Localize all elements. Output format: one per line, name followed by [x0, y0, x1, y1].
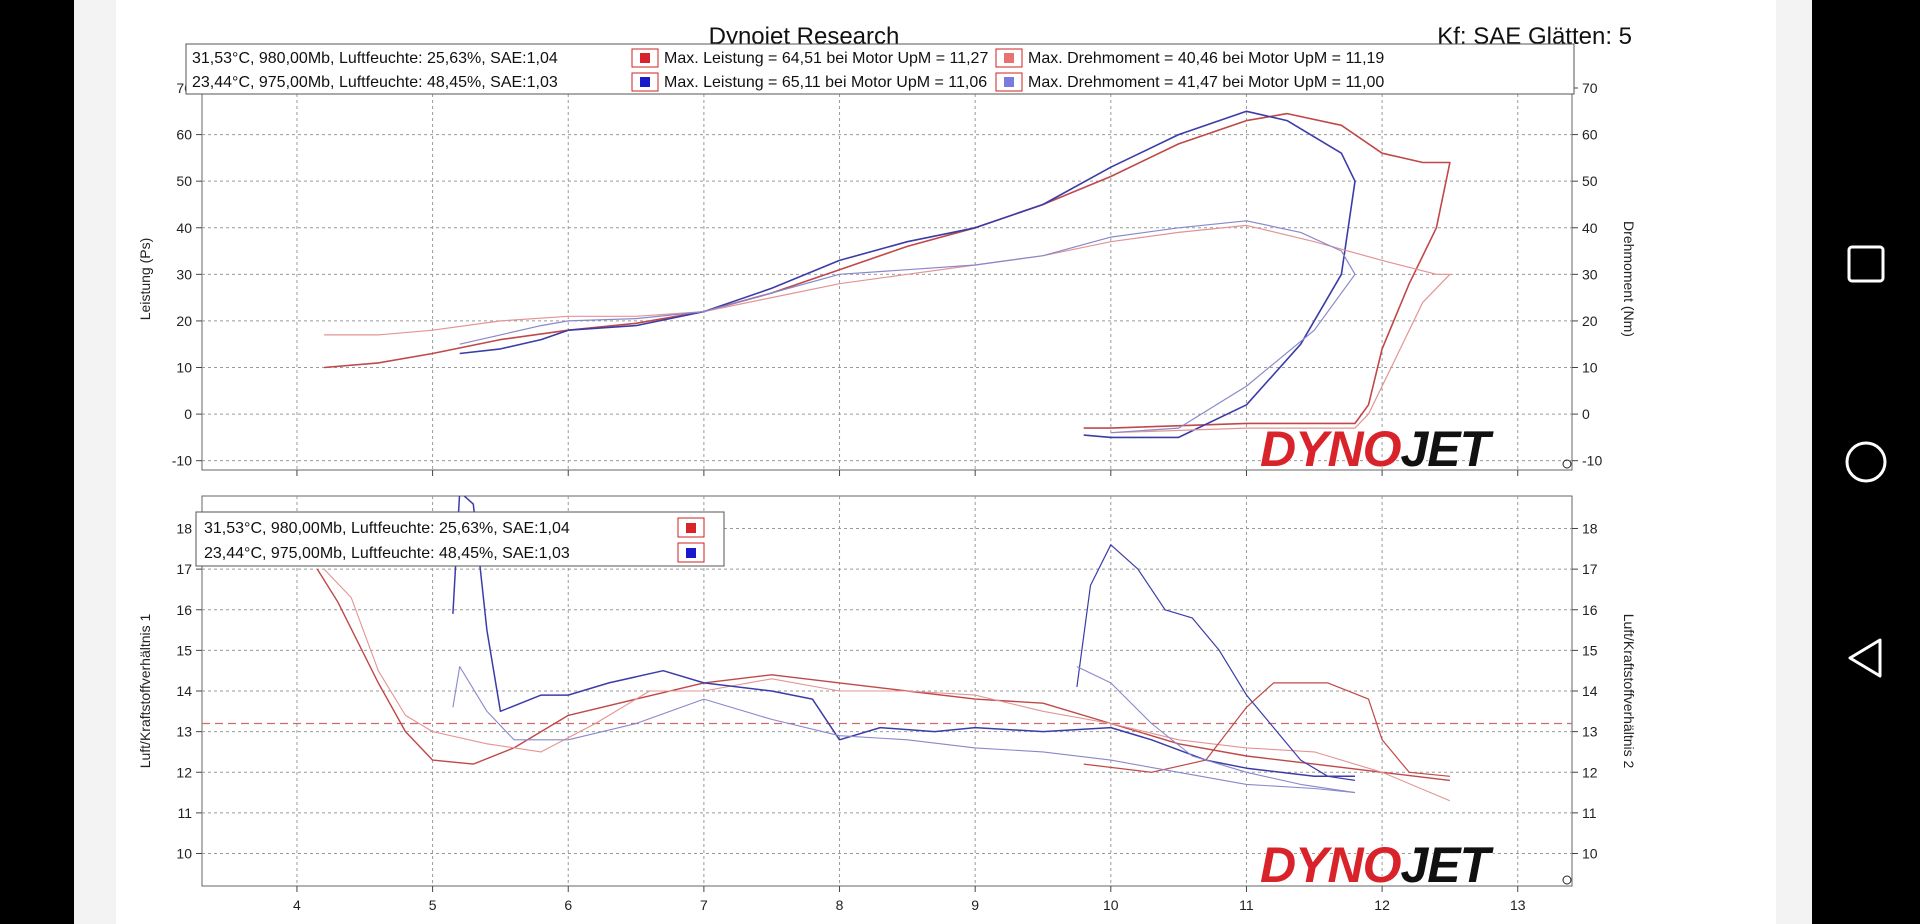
android-nav-bar [1812, 0, 1920, 924]
y-tick-label-right: 10 [1582, 360, 1598, 376]
dynojet-logo: DYNOJET [1260, 421, 1495, 477]
registered-mark [1562, 459, 1572, 469]
y-axis-label-right: Luft/Kraftstoffverhältnis 2 [1621, 614, 1637, 769]
y-tick-label-right: 10 [1582, 846, 1598, 862]
y-tick-label-left: 40 [176, 220, 192, 236]
circle-icon[interactable] [1838, 434, 1894, 490]
series-line-2-7 [1076, 666, 1356, 794]
x-tick-label: 7 [700, 897, 708, 913]
y-axis-label-left: Luft/Kraftstoffverhältnis 1 [137, 613, 153, 768]
y-tick-label-left: 11 [177, 805, 192, 821]
legend-conditions: 31,53°C, 980,00Mb, Luftfeuchte: 25,63%, … [192, 50, 558, 67]
y-tick-label-right: 11 [1582, 805, 1597, 821]
y-tick-label-left: 16 [176, 602, 192, 618]
y-axis-label-right: Drehmoment (Nm) [1621, 221, 1637, 337]
y-tick-label-right: 30 [1582, 266, 1598, 282]
plot-area-1 [201, 87, 1573, 471]
y-tick-label-left: 0 [184, 406, 192, 422]
y-tick-label-right: 17 [1582, 561, 1598, 577]
legend-torque: Max. Drehmoment = 41,47 bei Motor UpM = … [1028, 74, 1384, 91]
y-tick-label-left: 10 [176, 846, 192, 862]
x-tick-label: 8 [836, 897, 844, 913]
x-tick-label: 4 [293, 897, 301, 913]
y-tick-label-right: 0 [1582, 406, 1590, 422]
legend-torque: Max. Drehmoment = 40,46 bei Motor UpM = … [1028, 50, 1384, 67]
series-line-2-3 [1083, 682, 1450, 777]
y-tick-label-left: 30 [176, 266, 192, 282]
y-tick-label-right: -10 [1582, 453, 1602, 469]
x-tick-label: 13 [1510, 897, 1526, 913]
x-tick-label: 5 [429, 897, 437, 913]
legend-swatch-torque [1004, 77, 1014, 87]
y-tick-label-right: 14 [1582, 683, 1598, 699]
y-tick-label-left: 17 [176, 561, 192, 577]
series-line-2-2 [323, 568, 1451, 802]
x-tick-label: 12 [1374, 897, 1390, 913]
series-line-2-5 [1076, 544, 1356, 781]
dyno-chart: Dynojet Research Kf: SAE Glätten: 5-10 -10… [137, 23, 1637, 913]
registered-mark [1562, 875, 1572, 885]
y-tick-label-left: 18 [176, 521, 192, 537]
series-line-1-4 [459, 220, 1356, 434]
y-tick-label-left: 20 [176, 313, 192, 329]
legend-conditions: 31,53°C, 980,00Mb, Luftfeuchte: 25,63%, … [204, 520, 570, 537]
legend-swatch-power [640, 53, 650, 63]
y-tick-label-right: 12 [1582, 764, 1598, 780]
series-line-1-2 [459, 110, 1356, 439]
series-line-2-1 [316, 568, 1450, 782]
x-tick-label: 6 [564, 897, 572, 913]
legend-swatch [686, 548, 696, 558]
x-tick-label: 11 [1239, 897, 1254, 913]
y-tick-label-left: -10 [172, 453, 192, 469]
y-tick-label-right: 50 [1582, 173, 1598, 189]
dyno-sheet: Dynojet Research Kf: SAE Glätten: 5 -10 -10… [116, 0, 1776, 924]
square-icon[interactable] [1838, 236, 1894, 292]
y-tick-label-left: 50 [176, 173, 192, 189]
series-line-1-3 [324, 224, 1451, 434]
dynojet-logo: DYNOJET [1260, 837, 1495, 893]
y-tick-label-right: 18 [1582, 521, 1598, 537]
y-tick-label-left: 14 [176, 683, 192, 699]
series-line-2-4 [452, 496, 1355, 778]
y-tick-label-right: 20 [1582, 313, 1598, 329]
legend-box-2 [195, 511, 725, 567]
y-tick-label-right: 13 [1582, 724, 1598, 740]
series-line-2-6 [452, 666, 1356, 794]
triangle-back-icon[interactable] [1838, 630, 1894, 686]
y-axis-label-left: Leistung (Ps) [137, 238, 153, 320]
legend-swatch-power [640, 77, 650, 87]
y-tick-label-right: 16 [1582, 602, 1598, 618]
legend-conditions: 23,44°C, 975,00Mb, Luftfeuchte: 48,45%, … [204, 545, 570, 562]
y-tick-label-right: 40 [1582, 220, 1598, 236]
y-tick-label-left: 10 [176, 360, 192, 376]
left-black-strip [0, 0, 74, 924]
x-tick-label: 10 [1103, 897, 1119, 913]
y-tick-label-left: 13 [176, 724, 192, 740]
legend-power: Max. Leistung = 64,51 bei Motor UpM = 11… [664, 50, 988, 67]
legend-box-1 [185, 43, 1575, 95]
series-line-1-1 [324, 112, 1451, 429]
legend-swatch [686, 523, 696, 533]
y-tick-label-right: 60 [1582, 127, 1598, 143]
document-viewer[interactable]: Dynojet Research Kf: SAE Glätten: 5 -10 -10… [74, 0, 1812, 924]
y-tick-label-left: 60 [176, 127, 192, 143]
legend-swatch-torque [1004, 53, 1014, 63]
y-tick-label-left: 12 [176, 764, 192, 780]
y-tick-label-left: 15 [176, 642, 192, 658]
x-tick-label: 9 [971, 897, 979, 913]
y-tick-label-right: 70 [1582, 80, 1598, 96]
legend-conditions: 23,44°C, 975,00Mb, Luftfeuchte: 48,45%, … [192, 74, 558, 91]
legend-power: Max. Leistung = 65,11 bei Motor UpM = 11… [664, 74, 987, 91]
y-tick-label-right: 15 [1582, 642, 1598, 658]
